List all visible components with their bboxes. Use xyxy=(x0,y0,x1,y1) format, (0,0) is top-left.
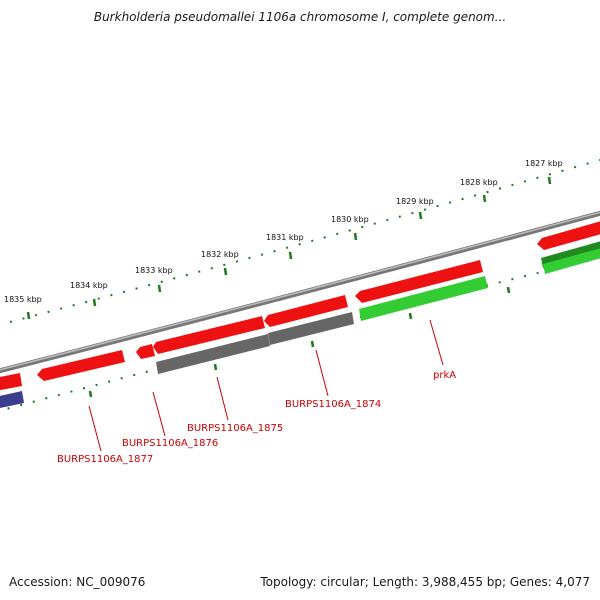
tick-label: 1834 kbp xyxy=(70,281,108,290)
inner-tick xyxy=(213,363,218,371)
gene-feature-red[interactable] xyxy=(0,373,22,391)
tick-label: 1835 kbp xyxy=(4,295,42,304)
tick-label: 1828 kbp xyxy=(460,178,498,187)
tick-label: 1833 kbp xyxy=(135,266,173,275)
label-burps1106a-1877: BURPS1106A_1877 xyxy=(57,454,153,465)
gene-burps1106a-1875-arrow[interactable] xyxy=(153,316,265,354)
inner-tick xyxy=(408,312,413,320)
gene-burps1106a-1876[interactable] xyxy=(136,344,155,359)
major-tick xyxy=(418,211,423,220)
connector-prka xyxy=(429,319,444,366)
label-burps1106a-1876: BURPS1106A_1876 xyxy=(122,438,218,449)
gene-burps1106a-1877[interactable] xyxy=(37,350,125,381)
outer-scale: 1827 kbp 1828 kbp 1829 kbp 1830 kbp 1831 kbp… xyxy=(4,159,600,323)
gene-burps1106a-1874-arrow[interactable] xyxy=(264,295,348,327)
gene-feature-grey-1875[interactable] xyxy=(156,334,270,374)
gene-feature-red-right[interactable] xyxy=(537,220,600,250)
tick-label: 1830 kbp xyxy=(331,215,369,224)
gene-feature-green-right[interactable] xyxy=(543,247,600,274)
map-title: Burkholderia pseudomallei 1106a chromoso… xyxy=(93,10,507,24)
tick-label: 1831 kbp xyxy=(266,233,304,242)
major-tick xyxy=(482,194,487,203)
gene-labels: prkA BURPS1106A_1874 BURPS1106A_1875 BUR… xyxy=(57,370,456,465)
inner-major-ticks xyxy=(88,286,511,398)
label-burps1106a-1875: BURPS1106A_1875 xyxy=(187,423,283,434)
accession-text: Accession: NC_009076 xyxy=(9,575,146,589)
major-tick xyxy=(288,251,293,260)
label-prka: prkA xyxy=(433,370,456,381)
major-tick xyxy=(547,176,552,185)
inner-tick xyxy=(88,390,93,398)
major-tick xyxy=(92,298,97,307)
label-burps1106a-1874: BURPS1106A_1874 xyxy=(285,399,381,410)
genome-summary-text: Topology: circular; Length: 3,988,455 bp… xyxy=(260,575,590,589)
gene-feature-blue[interactable] xyxy=(0,391,24,409)
label-connectors xyxy=(88,319,444,452)
gene-prka-arrow[interactable] xyxy=(355,260,483,303)
gene-prka[interactable] xyxy=(359,276,488,321)
gene-track-forward xyxy=(0,220,600,391)
chromosome-backbone-highlight xyxy=(0,211,600,371)
inner-tick xyxy=(506,286,511,294)
major-tick xyxy=(353,232,358,241)
connector-1875 xyxy=(216,376,229,421)
inner-tick xyxy=(310,340,315,348)
major-tick xyxy=(223,267,228,276)
connector-1876 xyxy=(152,391,166,437)
major-tick xyxy=(157,284,162,293)
outer-tick-dots xyxy=(9,159,600,323)
tick-label: 1827 kbp xyxy=(525,159,563,168)
chromosome-backbone xyxy=(0,210,600,374)
connector-1877 xyxy=(88,405,102,452)
major-tick xyxy=(26,311,31,320)
tick-label: 1829 kbp xyxy=(396,197,434,206)
tick-label: 1832 kbp xyxy=(201,250,239,259)
tick-labels: 1827 kbp 1828 kbp 1829 kbp 1830 kbp 1831 kbp… xyxy=(4,159,563,304)
gene-track-reverse xyxy=(0,241,600,409)
major-ticks xyxy=(26,176,552,320)
connector-1874 xyxy=(315,349,329,397)
gene-feature-grey-1874[interactable] xyxy=(268,312,354,345)
